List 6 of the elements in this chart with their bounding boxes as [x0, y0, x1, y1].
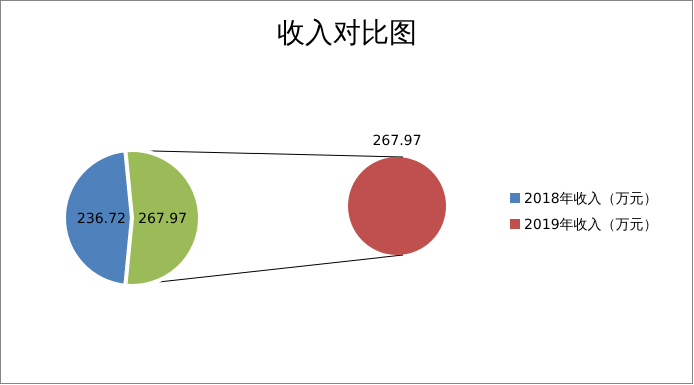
- data-label: 267.97: [138, 211, 188, 227]
- chart-title: 收入对比图: [277, 16, 417, 49]
- legend-label: 2018年收入（万元）: [524, 191, 658, 207]
- data-label: 267.97: [372, 133, 422, 149]
- data-label: 236.72: [76, 211, 126, 227]
- legend-label: 2019年收入（万元）: [524, 217, 658, 233]
